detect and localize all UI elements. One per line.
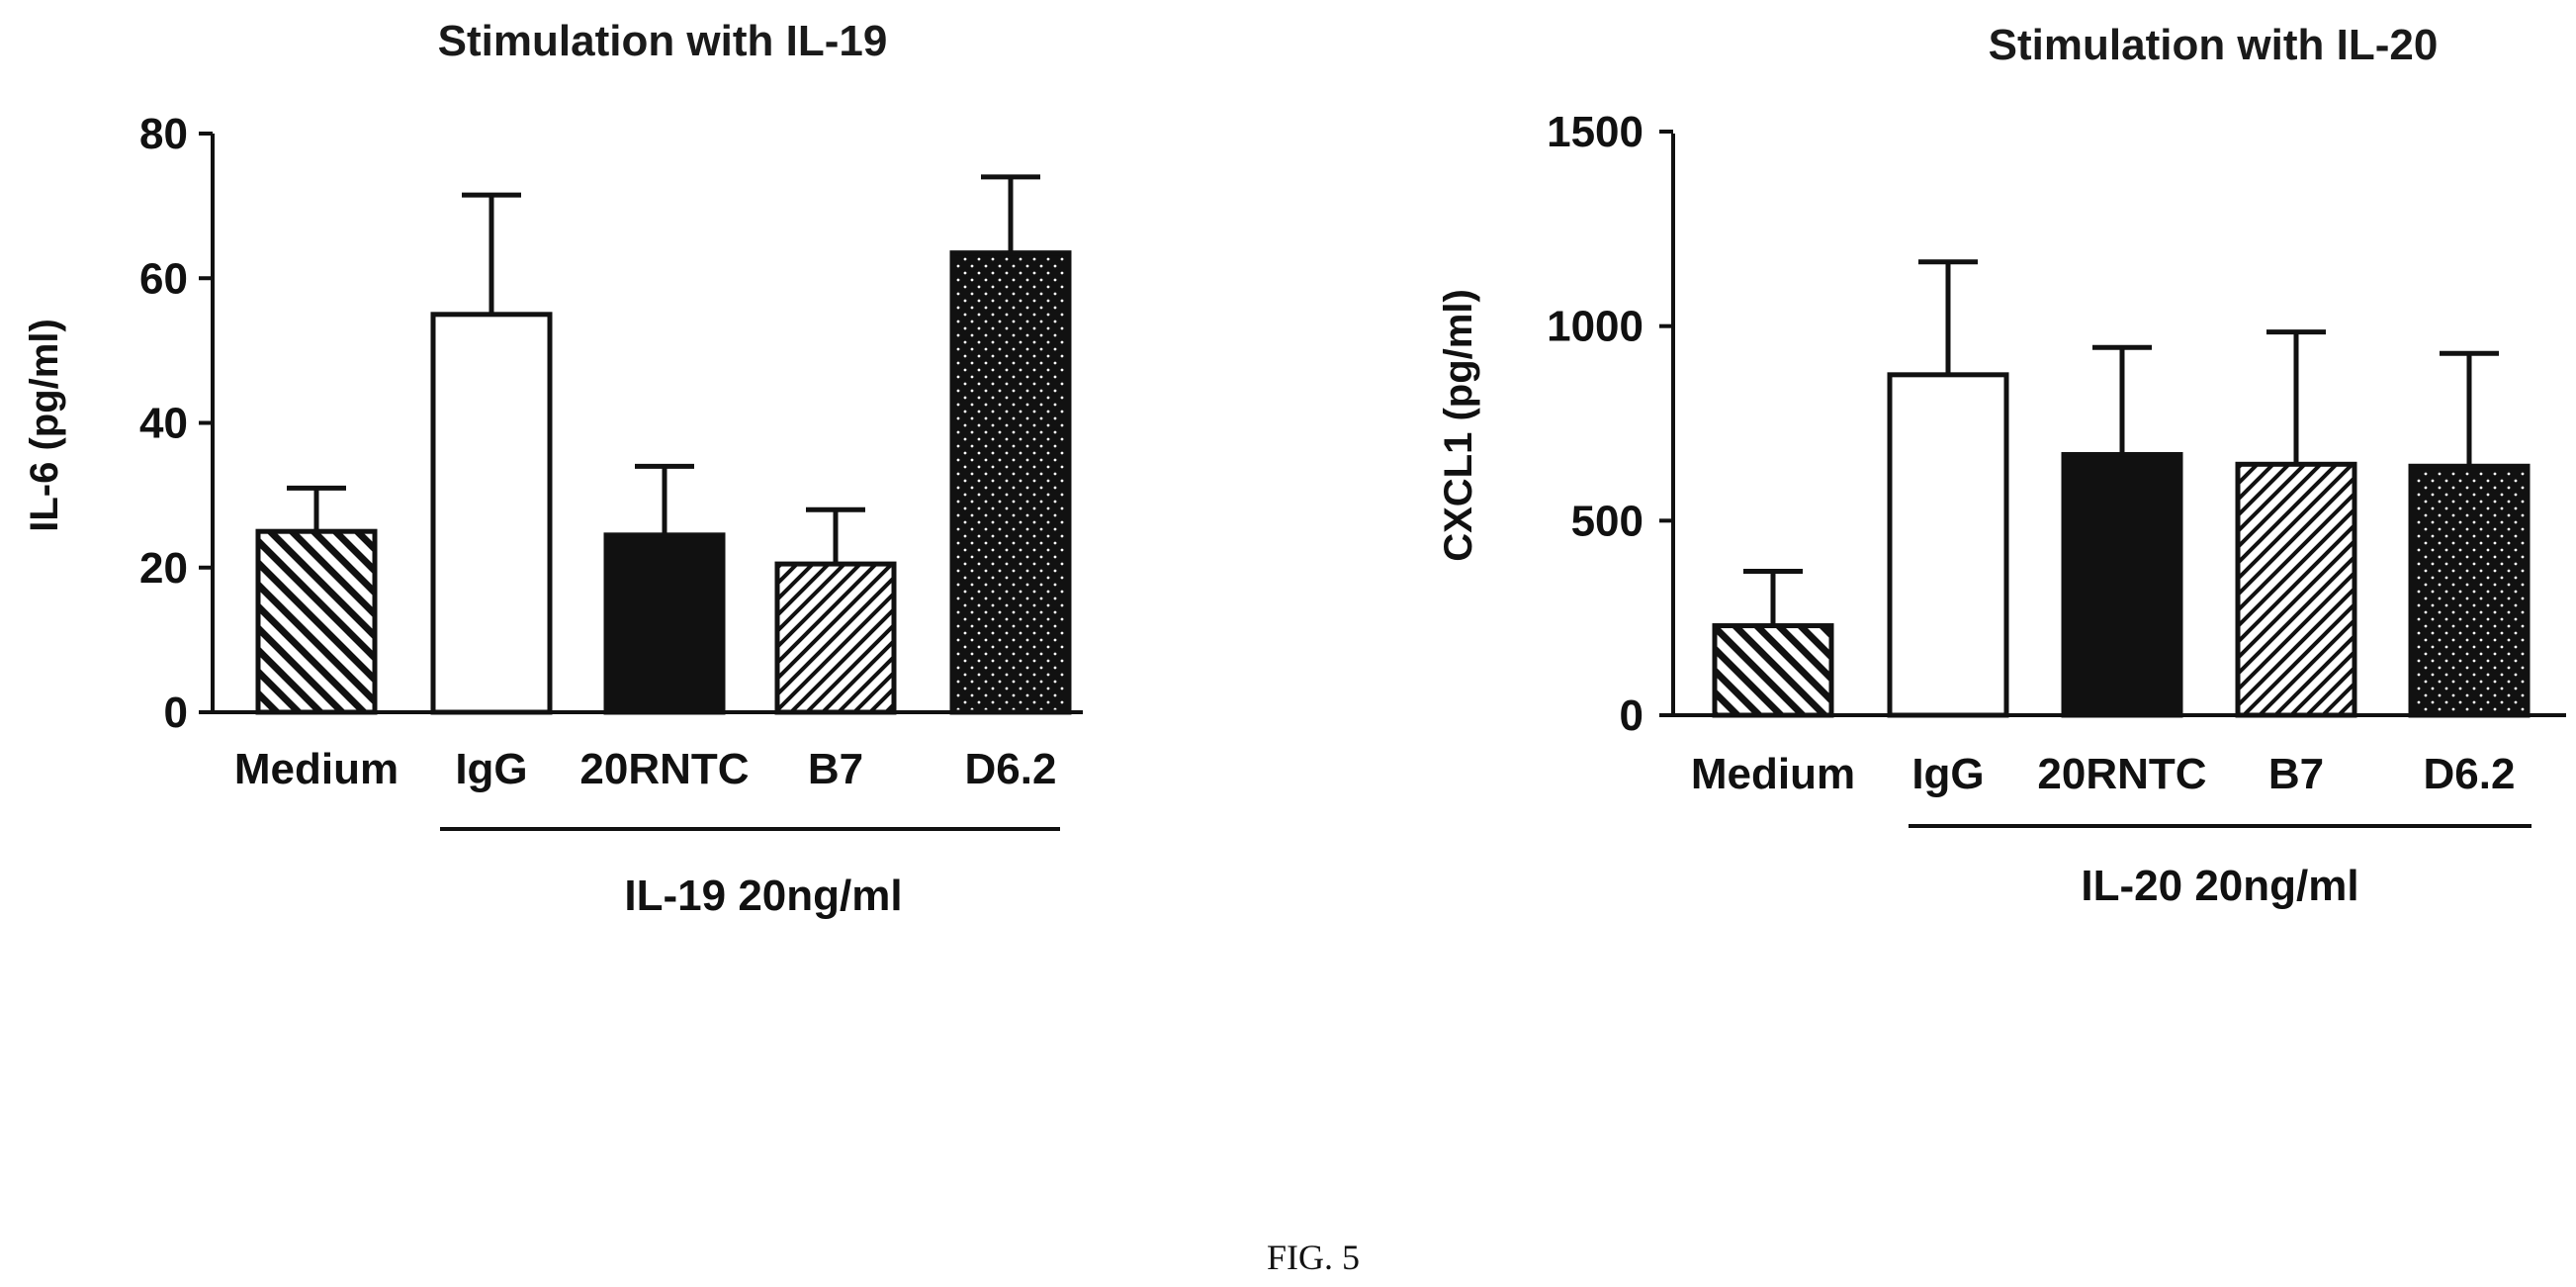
category-labels: Medium IgG 20RNTC B7 D6.2 bbox=[1691, 750, 2516, 798]
x-tick-label: IgG bbox=[455, 745, 527, 793]
chart-il19: Stimulation with IL-19 IL-6 (pg/ml) 0 20 4… bbox=[23, 17, 1083, 920]
y-tick-label: 1500 bbox=[1547, 108, 1643, 156]
x-tick-label: D6.2 bbox=[965, 745, 1057, 793]
bar-medium bbox=[1712, 623, 1834, 718]
x-tick-label: Medium bbox=[1691, 750, 1855, 798]
bars bbox=[1712, 259, 2531, 718]
chart-title: Stimulation with IL-19 bbox=[438, 17, 888, 65]
y-tick-label: 1000 bbox=[1547, 303, 1643, 351]
x-tick-label: 20RNTC bbox=[579, 745, 749, 793]
bar-b7 bbox=[774, 561, 897, 715]
y-tick-label: 80 bbox=[139, 110, 188, 158]
x-tick-label: Medium bbox=[234, 745, 399, 793]
category-labels: Medium IgG 20RNTC B7 D6.2 bbox=[234, 745, 1057, 793]
y-tick-label: 60 bbox=[139, 254, 188, 303]
group-label: IL-20 20ng/ml bbox=[2081, 862, 2358, 910]
bar-d6-2 bbox=[2408, 463, 2531, 718]
x-tick-label: IgG bbox=[1911, 750, 1984, 798]
bar-20rntc bbox=[603, 532, 726, 715]
y-ticks: 0 20 40 60 80 bbox=[139, 110, 213, 737]
y-tick-label: 20 bbox=[139, 544, 188, 593]
x-tick-label: B7 bbox=[2268, 750, 2324, 798]
y-tick-label: 500 bbox=[1571, 497, 1643, 545]
chart-title: Stimulation with IL-20 bbox=[1989, 21, 2439, 69]
chart-il20: Stimulation with IL-20 CXCL1 (pg/ml) 0 50… bbox=[1437, 21, 2566, 910]
x-tick-label: B7 bbox=[808, 745, 863, 793]
y-tick-label: 40 bbox=[139, 400, 188, 448]
y-tick-label: 0 bbox=[1620, 691, 1643, 740]
group-label: IL-19 20ng/ml bbox=[624, 872, 902, 920]
y-axis-label: IL-6 (pg/ml) bbox=[23, 319, 66, 532]
figure-caption: FIG. 5 bbox=[1267, 1238, 1360, 1277]
y-tick-label: 0 bbox=[164, 689, 188, 737]
bar-medium bbox=[255, 528, 378, 715]
bar-b7 bbox=[2235, 461, 2357, 718]
bars bbox=[255, 174, 1072, 715]
x-tick-label: 20RNTC bbox=[2037, 750, 2206, 798]
x-tick-label: D6.2 bbox=[2424, 750, 2516, 798]
y-axis-label: CXCL1 (pg/ml) bbox=[1437, 289, 1480, 562]
bar-20rntc bbox=[2061, 451, 2183, 718]
bar-d6-2 bbox=[949, 250, 1072, 715]
y-ticks: 0 500 1000 1500 bbox=[1547, 108, 1673, 740]
bar-igg bbox=[430, 312, 553, 715]
bar-igg bbox=[1887, 372, 2009, 718]
